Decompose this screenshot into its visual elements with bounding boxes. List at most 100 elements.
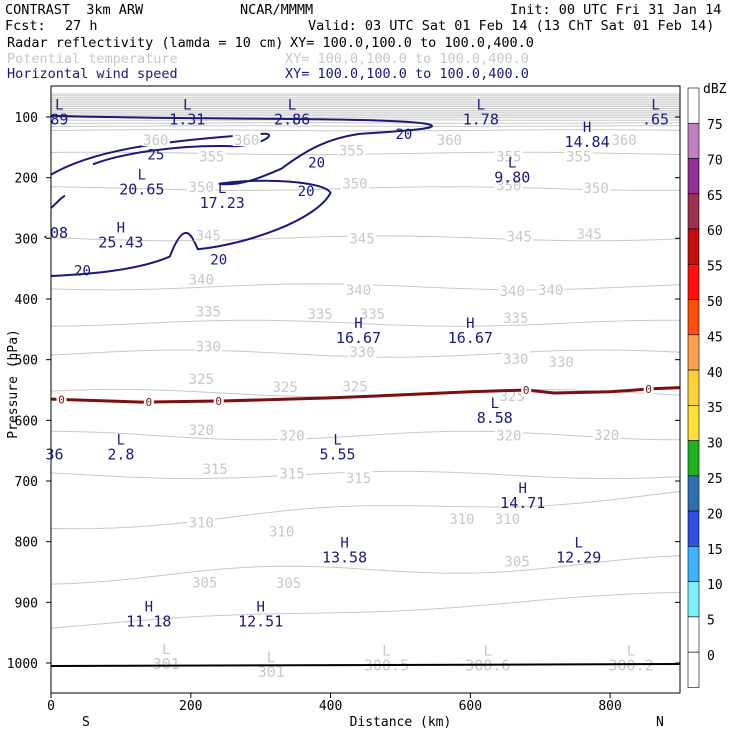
extremum-value: 9.80 — [494, 168, 530, 186]
extremum-value: 25.43 — [98, 233, 143, 251]
reflectivity-contour-label: 0 — [645, 383, 652, 396]
colorbar-cell — [687, 510, 700, 547]
wind-contour-label: 20 — [298, 184, 315, 200]
extremum-marker: L — [477, 98, 485, 114]
x-tick-label: 0 — [47, 699, 55, 714]
theta-contour-label: 315 — [346, 471, 371, 487]
wind-contour-label: 20 — [74, 263, 91, 279]
theta-label-bg — [197, 148, 226, 163]
colorbar-level-label: 35 — [707, 401, 723, 416]
extremum-value: 300.6 — [465, 657, 510, 675]
extremum-value: 89 — [50, 111, 68, 129]
colorbar-level-label: 5 — [707, 614, 715, 629]
colorbar-cell — [687, 651, 700, 688]
theta-label-bg — [344, 281, 373, 296]
colorbar-level-label: 45 — [707, 330, 723, 345]
colorbar-level-label: 75 — [707, 118, 723, 133]
y-tick-label: 900 — [15, 596, 38, 611]
theta-contour-label: 345 — [349, 231, 374, 247]
colorbar-level-label: 30 — [707, 437, 723, 452]
plot-frame — [50, 85, 681, 694]
theta-label-bg — [348, 230, 377, 245]
theta-label-bg — [447, 511, 476, 526]
x-tick-label: 400 — [319, 699, 342, 714]
wind-contour-label: 20 — [308, 156, 325, 172]
theta-label-bg — [267, 523, 296, 538]
theta-contour-label: 355 — [566, 149, 591, 165]
theta-label-bg — [505, 228, 534, 243]
extremum-marker: L — [138, 167, 146, 183]
extremum-value: 16.67 — [336, 329, 381, 347]
theta-contour-line — [50, 591, 681, 629]
theta-contour-line — [50, 125, 680, 127]
extremum-value: 301 — [258, 663, 285, 681]
organization: NCAR/MMMM — [240, 2, 314, 18]
reflectivity-label-bg — [643, 383, 654, 396]
y-tick-label: 300 — [15, 232, 38, 247]
theta-label-bg — [498, 283, 527, 298]
theta-label-bg — [494, 177, 523, 192]
theta-contour-label: 350 — [342, 177, 367, 193]
theta-label-bg — [201, 460, 230, 475]
extremum-marker: H — [466, 316, 474, 332]
field-theta-name: Potential temperature — [7, 51, 178, 67]
reflectivity-label-bg — [56, 393, 67, 406]
extremum-marker: L — [117, 433, 125, 449]
y-tick-label: 400 — [15, 293, 38, 308]
theta-contour-label: 305 — [276, 576, 301, 592]
y-tick-label: 800 — [15, 536, 38, 551]
theta-label-bg — [187, 271, 216, 286]
extremum-marker: H — [117, 220, 125, 236]
colorbar-cell — [687, 581, 700, 618]
extremum-marker: L — [267, 650, 275, 666]
theta-label-bg — [278, 465, 307, 480]
plot-header: CONTRAST 3km ARW NCAR/MMMM Init: 00 UTC … — [0, 0, 740, 84]
theta-label-bg — [358, 306, 387, 321]
theta-label-bg — [190, 574, 219, 589]
x-axis-south-label: S — [82, 715, 90, 730]
colorbar-level-label: 15 — [707, 543, 723, 558]
theta-label-bg — [341, 175, 370, 190]
theta-contour-label: 345 — [576, 227, 601, 243]
y-tick-label: 200 — [15, 172, 38, 187]
init-time: Init: 00 UTC Fri 31 Jan 14 — [510, 2, 722, 18]
theta-contour-label: 345 — [196, 228, 221, 244]
theta-contour-label: 320 — [594, 428, 619, 444]
theta-label-bg — [141, 132, 170, 147]
forecast-label: Fcst: — [5, 18, 46, 34]
colorbar-cell — [687, 475, 700, 512]
extremum-marker: L — [651, 98, 659, 114]
theta-contour-label: 305 — [192, 575, 217, 591]
theta-label-bg — [337, 142, 366, 157]
extremum-value: 14.84 — [564, 133, 609, 151]
colorbar-cell — [687, 334, 700, 371]
extremum-value: 16.67 — [448, 329, 493, 347]
theta-contour-label: 350 — [496, 179, 521, 195]
colorbar-level-label: 0 — [707, 649, 715, 664]
theta-contour-label: 315 — [203, 462, 228, 478]
theta-label-bg — [187, 178, 216, 193]
colorbar-cell — [687, 263, 700, 300]
extremum-marker: L — [218, 181, 226, 197]
extremum-marker: L — [55, 98, 63, 114]
theta-contour-label: 350 — [583, 181, 608, 197]
theta-label-bg — [348, 343, 377, 358]
reflectivity-contour-label: 0 — [215, 395, 222, 408]
theta-contour-label: 335 — [307, 307, 332, 323]
extremum-value: 20.65 — [119, 180, 164, 198]
theta-contour-line — [50, 491, 681, 530]
x-axis-label: Distance (km) — [350, 715, 452, 730]
theta-contour-label: 320 — [189, 423, 214, 439]
extremum-value: 12.29 — [556, 549, 601, 567]
reflectivity-contour-label: 0 — [146, 396, 153, 409]
theta-label-bg — [582, 179, 611, 194]
theta-contour-label: 310 — [189, 515, 214, 531]
extremum-value: 12.51 — [238, 612, 283, 630]
theta-contour-label: 335 — [196, 305, 221, 321]
theta-label-bg — [187, 422, 216, 437]
theta-contour-label: 330 — [349, 345, 374, 361]
theta-contour-label: 305 — [505, 555, 530, 571]
extremum-marker: L — [627, 644, 635, 660]
theta-label-bg — [435, 132, 464, 147]
